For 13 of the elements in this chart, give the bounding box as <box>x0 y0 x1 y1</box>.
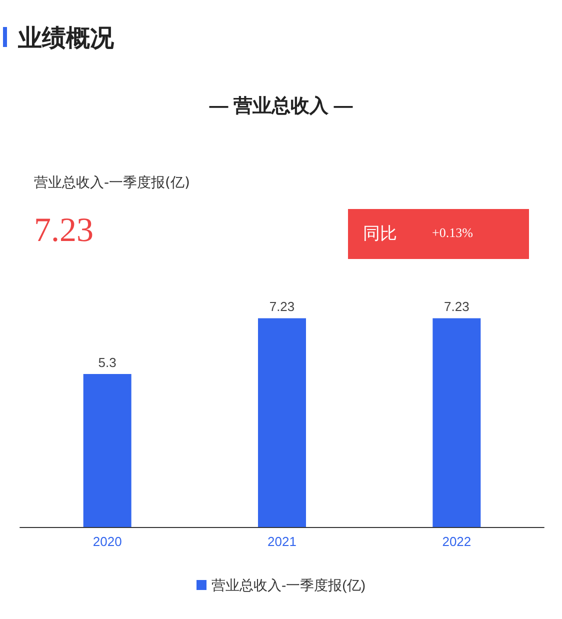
text: +0.13% <box>432 225 473 241</box>
text: 7.23 <box>34 212 94 250</box>
data-label: 5.3 <box>98 354 116 370</box>
data-label: 7.23 <box>444 299 470 314</box>
x-tick-label: 2022 <box>442 534 472 549</box>
data-label: 7.23 <box>269 299 295 314</box>
legend-label: 营业总收入-一季度报(亿) <box>212 577 366 593</box>
x-tick-label: 2021 <box>268 534 296 549</box>
text: 同比 <box>363 223 397 245</box>
text: 营业总收入-一季度报(亿) <box>34 174 190 192</box>
text: 业绩概况 <box>18 23 114 54</box>
chart-title: — 营业总收入 — <box>209 95 353 117</box>
x-tick-label: 2020 <box>92 534 122 549</box>
